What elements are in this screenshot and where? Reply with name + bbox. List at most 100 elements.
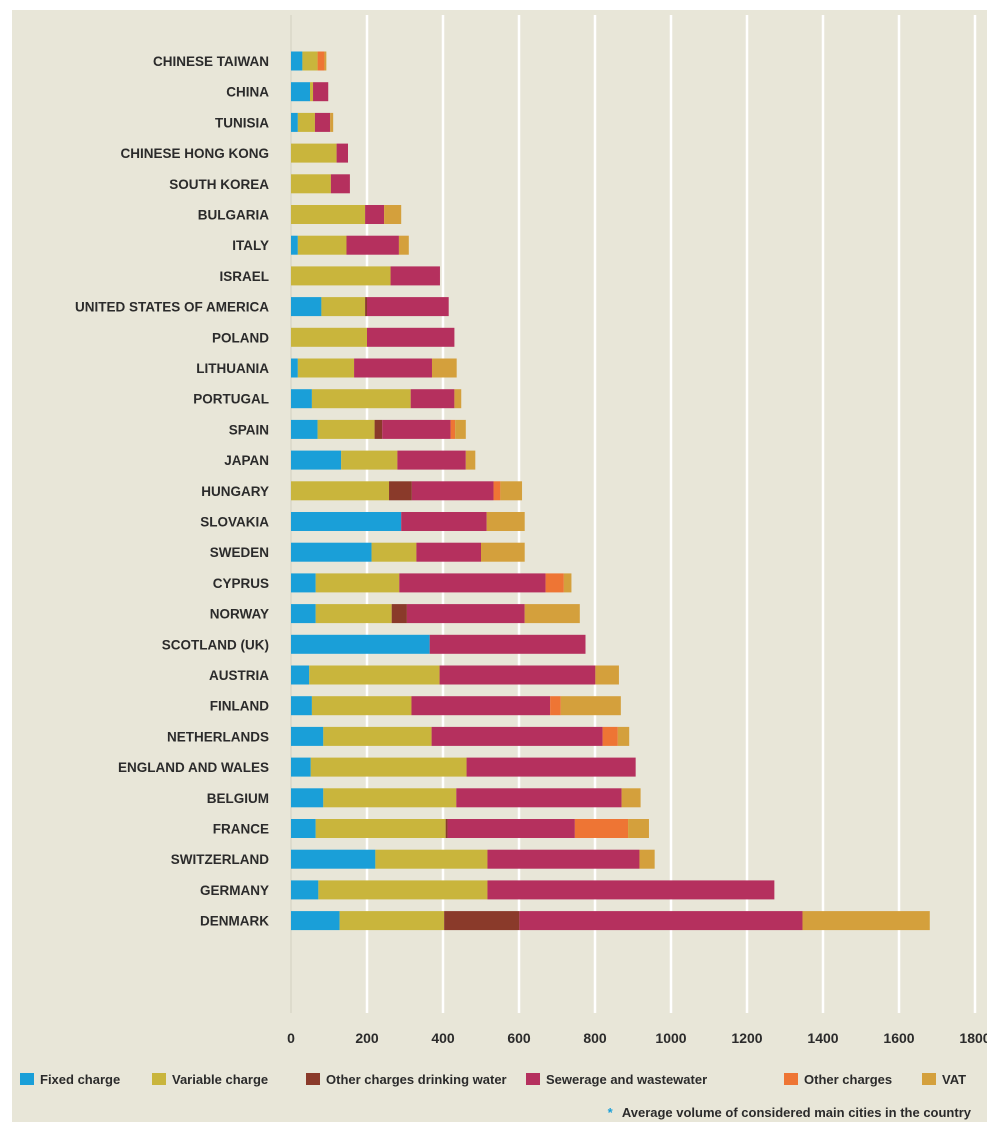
category-label: CHINESE TAIWAN: [153, 54, 269, 69]
legend-label: Fixed charge: [40, 1072, 120, 1087]
bar-segment: [397, 450, 466, 470]
bar-segment: [444, 911, 520, 931]
bar-segment: [445, 819, 448, 838]
category-label: NETHERLANDS: [167, 729, 269, 744]
legend-swatch: [526, 1073, 540, 1085]
bar-segment: [291, 911, 340, 931]
category-label: CHINESE HONG KONG: [120, 146, 269, 161]
bar-segment: [297, 358, 355, 378]
bar-segment: [439, 665, 596, 685]
category-label: DENMARK: [200, 914, 269, 929]
bar-segment: [431, 726, 603, 746]
bar-segment: [291, 358, 298, 378]
bar-segment: [365, 205, 385, 224]
legend-label: Sewerage and wastewater: [546, 1072, 707, 1087]
bar-segment: [291, 235, 298, 255]
legend-swatch: [784, 1073, 798, 1085]
bar-segment: [493, 481, 501, 501]
bar-segment: [390, 266, 440, 286]
bar-segment: [416, 542, 481, 562]
bar-segment: [389, 481, 412, 501]
category-label: AUSTRIA: [209, 668, 269, 683]
bar-segment: [291, 174, 331, 194]
bar-segment: [291, 327, 367, 347]
bar-segment: [330, 174, 350, 194]
category-label: ISRAEL: [219, 269, 269, 284]
bar-segment: [302, 51, 318, 71]
legend-label: VAT: [942, 1072, 966, 1087]
category-label: HUNGARY: [201, 484, 269, 499]
legend-swatch: [20, 1073, 34, 1085]
category-label: TUNISIA: [215, 115, 269, 130]
plot-background: [12, 10, 987, 1122]
bar-segment: [311, 696, 412, 716]
category-label: POLAND: [212, 330, 269, 345]
bar-segment: [339, 911, 445, 931]
bar-segment: [374, 419, 383, 439]
bar-segment: [346, 235, 399, 255]
bar-segment: [291, 726, 324, 746]
bar-segment: [401, 512, 487, 531]
bar-segment: [354, 358, 432, 378]
category-label: BULGARIA: [198, 208, 269, 223]
category-label: SPAIN: [229, 422, 269, 437]
bar-segment: [291, 297, 322, 317]
bar-segment: [602, 726, 618, 746]
bar-segment: [291, 205, 366, 224]
category-label: JAPAN: [224, 453, 269, 468]
bar-segment: [291, 665, 310, 685]
legend: Fixed charge Variable charge Other charges…: [20, 1072, 966, 1087]
bar-segment: [291, 880, 319, 900]
bar-segment: [617, 726, 630, 746]
bar-segment: [309, 665, 440, 685]
x-tick-label: 1000: [655, 1030, 686, 1046]
bar-segment: [621, 788, 641, 808]
bar-segment: [628, 819, 649, 838]
bars: [291, 51, 930, 931]
grid-lines: [290, 15, 977, 1013]
bar-segment: [330, 112, 334, 132]
category-label: FINLAND: [210, 699, 269, 714]
bar-segment: [447, 819, 575, 838]
bar-segment: [313, 82, 329, 102]
bar-segment: [487, 880, 775, 900]
x-tick-label: 1200: [731, 1030, 762, 1046]
bar-segment: [291, 481, 390, 501]
bar-segment: [315, 573, 400, 593]
x-tick-label: 0: [287, 1030, 295, 1046]
bar-segment: [455, 419, 466, 439]
category-label: SWEDEN: [210, 545, 269, 560]
bar-segment: [465, 450, 476, 470]
x-tick-label: 800: [583, 1030, 607, 1046]
bar-segment: [310, 82, 314, 102]
bar-segment: [323, 788, 457, 808]
category-label: SLOVAKIA: [200, 515, 269, 530]
bar-segment: [639, 849, 655, 869]
category-label: NORWAY: [210, 607, 269, 622]
legend-label: Variable charge: [172, 1072, 268, 1087]
bar-segment: [367, 297, 449, 317]
bar-segment: [317, 419, 375, 439]
bar-segment: [315, 819, 446, 838]
bar-segment: [550, 696, 561, 716]
bar-segment: [524, 604, 580, 624]
bar-segment: [321, 297, 366, 317]
bar-segment: [391, 604, 407, 624]
bar-segment: [563, 573, 572, 593]
category-label: SWITZERLAND: [171, 852, 269, 867]
bar-segment: [410, 389, 455, 409]
bar-segment: [802, 911, 930, 931]
footnote-marker: *: [608, 1105, 614, 1120]
bar-segment: [291, 604, 316, 624]
bar-segment: [297, 235, 347, 255]
bar-segment: [399, 573, 546, 593]
bar-segment: [595, 665, 619, 685]
category-label: GERMANY: [200, 883, 269, 898]
bar-segment: [375, 849, 488, 869]
bar-segment: [324, 51, 327, 71]
bar-segment: [291, 266, 391, 286]
category-label: BELGIUM: [207, 791, 269, 806]
bar-segment: [411, 696, 551, 716]
footnote-text: Average volume of considered main cities…: [622, 1105, 972, 1120]
bar-segment: [574, 819, 629, 838]
